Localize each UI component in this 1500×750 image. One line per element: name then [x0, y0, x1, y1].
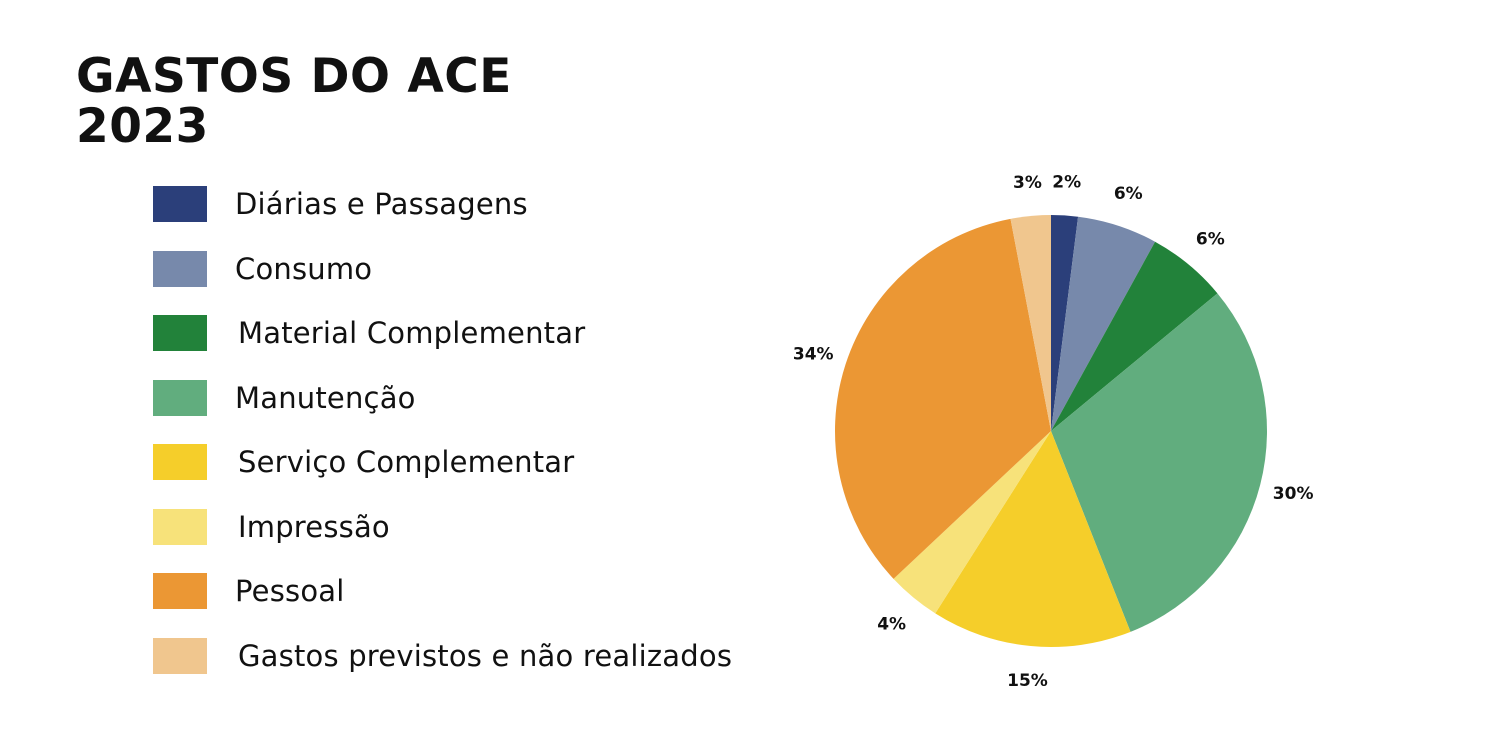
legend-item-pessoal: Pessoal — [153, 573, 732, 638]
legend-label-pessoal: Pessoal — [235, 574, 345, 608]
legend-swatch-material-complementar — [153, 315, 207, 351]
legend-item-diarias-e-passagens: Diárias e Passagens — [153, 186, 732, 251]
chart-title-line-1: GASTOS DO ACE — [76, 49, 512, 104]
legend-label-impressao: Impressão — [238, 509, 390, 544]
legend-label-servico-complementar: Serviço Complementar — [238, 445, 575, 479]
legend-item-manutencao: Manutenção — [153, 379, 732, 445]
legend-swatch-pessoal — [153, 573, 207, 609]
legend-item-consumo: Consumo — [153, 250, 732, 316]
legend-label-manutencao: Manutenção — [235, 380, 416, 415]
pie-slice-impressao — [893, 431, 1051, 614]
pie-slice-manutencao — [1051, 293, 1267, 632]
legend-swatch-consumo — [153, 250, 207, 287]
pie-label-manutencao: 30% — [1273, 484, 1314, 504]
legend-label-diarias-e-passagens: Diárias e Passagens — [235, 187, 528, 221]
legend-label-gastos-previstos: Gastos previstos e não realizados — [238, 638, 733, 673]
pie-label-gastos-previstos-e-nao-realizados: 3% — [1013, 173, 1042, 193]
pie-slice-consumo — [1051, 216, 1156, 431]
legend-swatch-servico-complementar — [153, 444, 207, 480]
pie-label-material-complementar: 6% — [1196, 229, 1225, 249]
legend-item-gastos-previstos: Gastos previstos e não realizados — [153, 637, 733, 703]
pie-label-consumo: 6% — [1114, 184, 1143, 204]
pie-slice-diarias-e-passagens — [1051, 215, 1079, 431]
legend-label-material-complementar: Material Complementar — [238, 316, 586, 350]
pie-slice-gastos-previstos-e-nao-realizados — [1010, 215, 1051, 431]
legend-item-impressao: Impressão — [153, 508, 732, 574]
pie-slice-pessoal — [835, 218, 1051, 579]
pie-label-diarias-e-passagens: 2% — [1052, 172, 1081, 192]
chart-legend: Diárias e Passagens Consumo Material Com… — [153, 186, 732, 702]
legend-swatch-gastos-previstos — [153, 637, 207, 674]
pie-chart: 2% 6% 6% 30% 15% 4% 34% 3% — [793, 172, 1314, 691]
pie-label-servico-complementar: 15% — [1007, 671, 1048, 691]
pie-label-impressao: 4% — [877, 615, 906, 635]
legend-swatch-impressao — [153, 508, 207, 545]
chart-title-line-2: 2023 — [76, 99, 209, 154]
legend-item-servico-complementar: Serviço Complementar — [153, 444, 732, 509]
legend-swatch-diarias-e-passagens — [153, 186, 207, 222]
legend-label-consumo: Consumo — [235, 251, 373, 286]
legend-item-material-complementar: Material Complementar — [153, 315, 732, 380]
pie-slice-material-complementar — [1051, 241, 1218, 431]
pie-slice-servico-complementar — [935, 431, 1131, 647]
chart-title: GASTOS DO ACE 2023 — [76, 52, 512, 152]
pie-chart-area: 2% 6% 6% 30% 15% 4% 34% 3% — [760, 170, 1380, 710]
pie-label-pessoal: 34% — [793, 345, 834, 365]
legend-swatch-manutencao — [153, 379, 207, 416]
